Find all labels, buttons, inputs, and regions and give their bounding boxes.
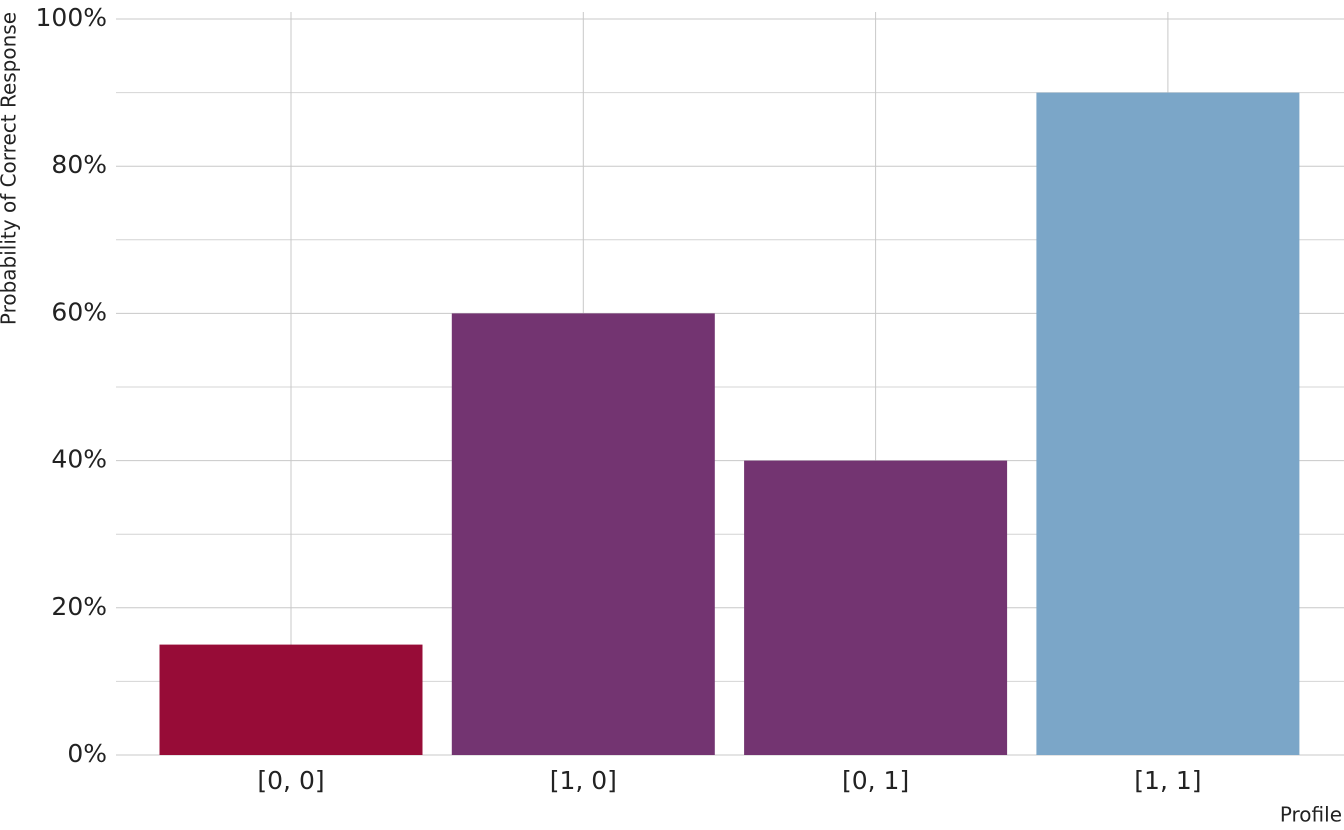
- y-tick-label: 40%: [51, 445, 107, 474]
- x-tick-label: [1, 1]: [1134, 766, 1201, 795]
- bar: [744, 460, 1008, 755]
- x-tick-label: [1, 0]: [550, 766, 617, 795]
- x-tick-label: [0, 0]: [257, 766, 324, 795]
- y-tick-label: 100%: [36, 3, 107, 32]
- y-axis-title: Probability of Correct Response: [0, 12, 21, 325]
- bar: [159, 644, 423, 755]
- x-axis-title: Profile: [1280, 803, 1342, 827]
- bar: [1036, 92, 1300, 756]
- y-tick-label: 20%: [51, 592, 107, 621]
- y-tick-label: 0%: [67, 739, 107, 768]
- x-tick-label: [0, 1]: [842, 766, 909, 795]
- y-tick-label: 80%: [51, 150, 107, 179]
- y-tick-label: 60%: [51, 297, 107, 326]
- bar: [451, 313, 715, 755]
